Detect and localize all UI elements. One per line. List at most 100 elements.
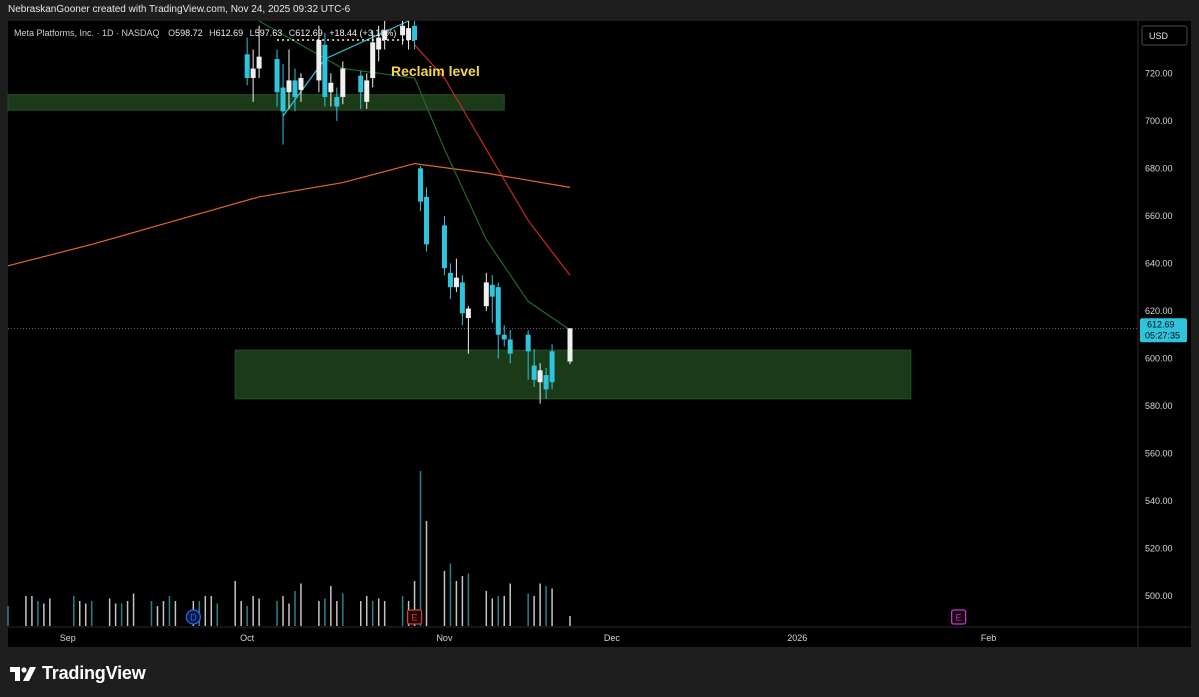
candle bbox=[507, 329, 513, 364]
price-tick-label: 500.00 bbox=[1145, 591, 1173, 601]
volume-bar bbox=[240, 601, 242, 626]
volume-bar bbox=[108, 598, 111, 626]
candle-body bbox=[543, 375, 549, 390]
volume-bar bbox=[485, 591, 488, 626]
volume-bar bbox=[258, 598, 260, 626]
volume-bar bbox=[204, 596, 207, 626]
candle bbox=[298, 73, 304, 102]
candle-body bbox=[370, 42, 376, 79]
candle bbox=[441, 215, 447, 276]
tradingview-logo[interactable]: TradingView bbox=[10, 663, 146, 684]
price-tag-countdown: 05:27:35 bbox=[1145, 330, 1180, 340]
candle bbox=[567, 328, 573, 365]
volume-bar bbox=[37, 601, 39, 626]
dividend-icon bbox=[185, 609, 201, 625]
volume-bar bbox=[49, 598, 51, 626]
volume-bar bbox=[330, 586, 332, 626]
time-tick-label: 2026 bbox=[787, 633, 807, 643]
time-tick-label: Feb bbox=[981, 633, 997, 643]
earnings-icon bbox=[406, 609, 423, 625]
candle bbox=[447, 263, 453, 300]
candle bbox=[531, 348, 537, 387]
time-axis-background[interactable] bbox=[8, 627, 1191, 647]
candle-body bbox=[274, 59, 280, 93]
volume-bar bbox=[84, 603, 87, 626]
volume-bar bbox=[461, 576, 464, 626]
candle-body bbox=[316, 40, 322, 81]
price-tick-label: 540.00 bbox=[1145, 496, 1173, 506]
tradingview-logo-icon bbox=[10, 666, 36, 681]
candle bbox=[244, 37, 250, 86]
volume-bar bbox=[336, 601, 338, 626]
chart-credit: NebraskanGooner created with TradingView… bbox=[8, 4, 351, 15]
price-tag-price: 612.69 bbox=[1147, 319, 1175, 329]
candle bbox=[495, 282, 501, 359]
candle bbox=[525, 329, 531, 380]
volume-bar bbox=[156, 606, 159, 626]
candle-body bbox=[364, 80, 370, 102]
candle-body bbox=[280, 87, 286, 112]
candle-body bbox=[424, 196, 430, 245]
event-marker[interactable]: D bbox=[185, 609, 201, 625]
event-marker[interactable]: E bbox=[950, 609, 967, 625]
candle-body bbox=[286, 80, 292, 93]
candle bbox=[453, 258, 459, 292]
volume-bar bbox=[294, 591, 296, 626]
currency-button-label: USD bbox=[1149, 31, 1169, 41]
legend-open-label: O bbox=[168, 28, 175, 38]
candle bbox=[250, 49, 256, 102]
volume-bar bbox=[527, 593, 529, 626]
volume-bar bbox=[419, 471, 422, 626]
ohlc-legend: Meta Platforms, Inc. · 1D · NASDAQ O598.… bbox=[14, 28, 396, 38]
price-tick-label: 660.00 bbox=[1145, 211, 1173, 221]
candle bbox=[280, 63, 286, 145]
candle-body bbox=[250, 68, 256, 79]
volume-bar bbox=[210, 596, 213, 626]
volume-bar bbox=[497, 596, 500, 626]
candle bbox=[412, 21, 418, 50]
moving-average-line-0 bbox=[7, 162, 571, 267]
event-label: D bbox=[190, 613, 197, 623]
volume-bar bbox=[360, 601, 362, 626]
zone-1 bbox=[234, 349, 912, 400]
candle-body bbox=[406, 28, 412, 41]
event-marker[interactable]: E bbox=[406, 609, 423, 625]
candle bbox=[370, 30, 376, 88]
currency-button[interactable]: USD bbox=[1141, 25, 1188, 46]
candle-body bbox=[537, 370, 543, 383]
candle bbox=[400, 21, 406, 45]
volume-bar bbox=[25, 596, 27, 626]
volume-bar bbox=[413, 581, 416, 626]
volume-bar bbox=[276, 601, 278, 626]
candle bbox=[549, 344, 555, 390]
candle bbox=[316, 25, 322, 93]
volume-bar bbox=[443, 571, 446, 626]
zones-layer bbox=[7, 94, 912, 400]
candle-body bbox=[453, 277, 459, 288]
volume-bar bbox=[132, 593, 135, 626]
candle bbox=[334, 87, 340, 121]
volume-bar bbox=[246, 606, 248, 626]
moving-average-line-1 bbox=[414, 44, 571, 276]
candle-body bbox=[358, 75, 364, 93]
candles-layer[interactable] bbox=[244, 21, 573, 404]
candle bbox=[483, 272, 489, 311]
price-tick-label: 700.00 bbox=[1145, 116, 1173, 126]
volume-bar bbox=[90, 601, 93, 626]
candle bbox=[501, 325, 507, 347]
volume-layer bbox=[7, 471, 571, 626]
candle-body bbox=[501, 334, 507, 340]
legend-high-value: 612.69 bbox=[216, 28, 244, 38]
candle bbox=[465, 306, 471, 354]
volume-bar bbox=[545, 586, 547, 626]
price-tick-label: 600.00 bbox=[1145, 353, 1173, 363]
candle-body bbox=[418, 168, 424, 202]
time-tick-label: Nov bbox=[436, 633, 453, 643]
candle-body bbox=[328, 82, 334, 93]
volume-bar bbox=[503, 596, 505, 626]
volume-bar bbox=[509, 583, 511, 626]
volume-bar bbox=[425, 521, 428, 626]
price-tick-label: 520.00 bbox=[1145, 544, 1173, 554]
